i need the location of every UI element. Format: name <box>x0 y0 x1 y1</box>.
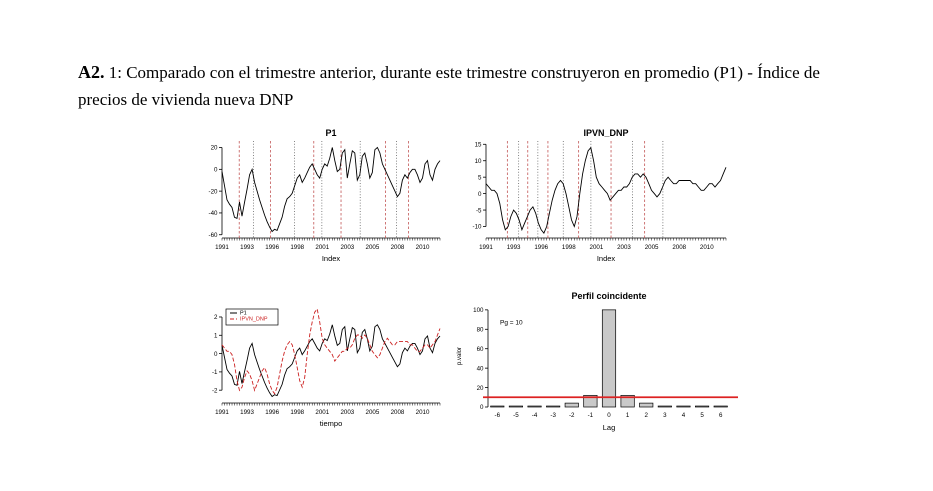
svg-text:0: 0 <box>214 167 218 174</box>
figure-caption-text: 1: Comparado con el trimestre anterior, … <box>78 63 820 109</box>
svg-text:2005: 2005 <box>366 244 380 251</box>
svg-text:1996: 1996 <box>265 409 279 416</box>
svg-text:5: 5 <box>700 412 704 419</box>
svg-text:IPVN_DNP: IPVN_DNP <box>240 317 268 323</box>
svg-text:2010: 2010 <box>416 244 430 251</box>
svg-text:6: 6 <box>719 412 723 419</box>
svg-text:-40: -40 <box>209 210 219 217</box>
svg-text:2003: 2003 <box>617 244 631 251</box>
svg-text:2005: 2005 <box>645 244 659 251</box>
svg-text:1996: 1996 <box>534 244 548 251</box>
svg-text:2005: 2005 <box>366 409 380 416</box>
svg-text:Index: Index <box>597 254 616 263</box>
figure-caption: A2. 1: Comparado con el trimestre anteri… <box>78 59 846 113</box>
chart-ipvn-dnp-series: IPVN_DNP 15 10 5 0 -5 -10 Index 1991 1993 1996 1998… <box>473 128 727 263</box>
svg-text:20: 20 <box>477 385 484 392</box>
svg-text:-3: -3 <box>550 412 556 419</box>
svg-text:-2: -2 <box>569 412 575 419</box>
svg-text:0: 0 <box>478 191 482 198</box>
svg-text:5: 5 <box>478 174 482 181</box>
svg-text:1: 1 <box>214 332 218 339</box>
svg-text:0: 0 <box>214 351 218 358</box>
svg-text:0: 0 <box>607 412 611 419</box>
svg-text:60: 60 <box>477 346 484 353</box>
svg-text:2008: 2008 <box>672 244 686 251</box>
svg-text:2: 2 <box>214 314 218 321</box>
svg-text:tiempo: tiempo <box>320 419 343 428</box>
svg-text:2003: 2003 <box>340 409 354 416</box>
svg-text:2008: 2008 <box>391 244 405 251</box>
svg-text:0: 0 <box>480 404 484 411</box>
svg-text:-1: -1 <box>588 412 594 419</box>
svg-text:100: 100 <box>473 307 484 314</box>
svg-text:1998: 1998 <box>562 244 576 251</box>
chart-perfil-coincidente: Perfil coincidente020406080100Lagp.valor… <box>457 291 738 432</box>
chart-p1-series: P1 20 0 -20 -40 -60 Index 1991 1993 1996 1998 2001 2… <box>209 128 441 263</box>
svg-text:2010: 2010 <box>700 244 714 251</box>
svg-text:-20: -20 <box>209 188 219 195</box>
svg-text:Lag: Lag <box>603 423 616 432</box>
svg-text:1998: 1998 <box>290 244 304 251</box>
svg-text:2: 2 <box>645 412 649 419</box>
svg-text:1991: 1991 <box>215 409 229 416</box>
svg-text:2001: 2001 <box>315 244 329 251</box>
svg-text:1996: 1996 <box>265 244 279 251</box>
svg-text:-60: -60 <box>209 232 219 239</box>
svg-text:1991: 1991 <box>215 244 229 251</box>
svg-text:2008: 2008 <box>391 409 405 416</box>
svg-text:2010: 2010 <box>416 409 430 416</box>
svg-text:40: 40 <box>477 365 484 372</box>
svg-text:1993: 1993 <box>240 244 254 251</box>
chart-standardized-comparison: 2 1 0 -1 -2 tiempo 1991 1993 1996 1998 2001 2003 200… <box>212 307 441 428</box>
svg-text:-4: -4 <box>532 412 538 419</box>
svg-text:-5: -5 <box>476 207 482 214</box>
svg-text:-1: -1 <box>212 369 218 376</box>
svg-text:10: 10 <box>475 158 482 165</box>
svg-text:2003: 2003 <box>340 244 354 251</box>
svg-text:1993: 1993 <box>240 409 254 416</box>
svg-text:-2: -2 <box>212 387 218 394</box>
svg-text:2001: 2001 <box>590 244 604 251</box>
svg-text:1991: 1991 <box>479 244 493 251</box>
svg-text:P1: P1 <box>240 311 247 317</box>
svg-text:3: 3 <box>663 412 667 419</box>
svg-text:P1: P1 <box>325 128 336 138</box>
svg-text:1998: 1998 <box>290 409 304 416</box>
svg-text:2001: 2001 <box>315 409 329 416</box>
svg-text:Perfil coincidente: Perfil coincidente <box>571 291 646 301</box>
svg-text:1993: 1993 <box>507 244 521 251</box>
svg-text:IPVN_DNP: IPVN_DNP <box>583 128 628 138</box>
svg-text:4: 4 <box>682 412 686 419</box>
svg-text:1: 1 <box>626 412 630 419</box>
svg-text:-10: -10 <box>473 224 483 231</box>
svg-text:Index: Index <box>322 254 341 263</box>
svg-text:-5: -5 <box>513 412 519 419</box>
svg-text:-6: -6 <box>495 412 501 419</box>
svg-text:20: 20 <box>211 145 218 152</box>
svg-text:Pg = 10: Pg = 10 <box>500 319 523 326</box>
svg-text:p.valor: p.valor <box>457 347 463 365</box>
svg-text:15: 15 <box>475 141 482 148</box>
figure-caption-number: A2. <box>78 62 105 82</box>
svg-text:80: 80 <box>477 326 484 333</box>
